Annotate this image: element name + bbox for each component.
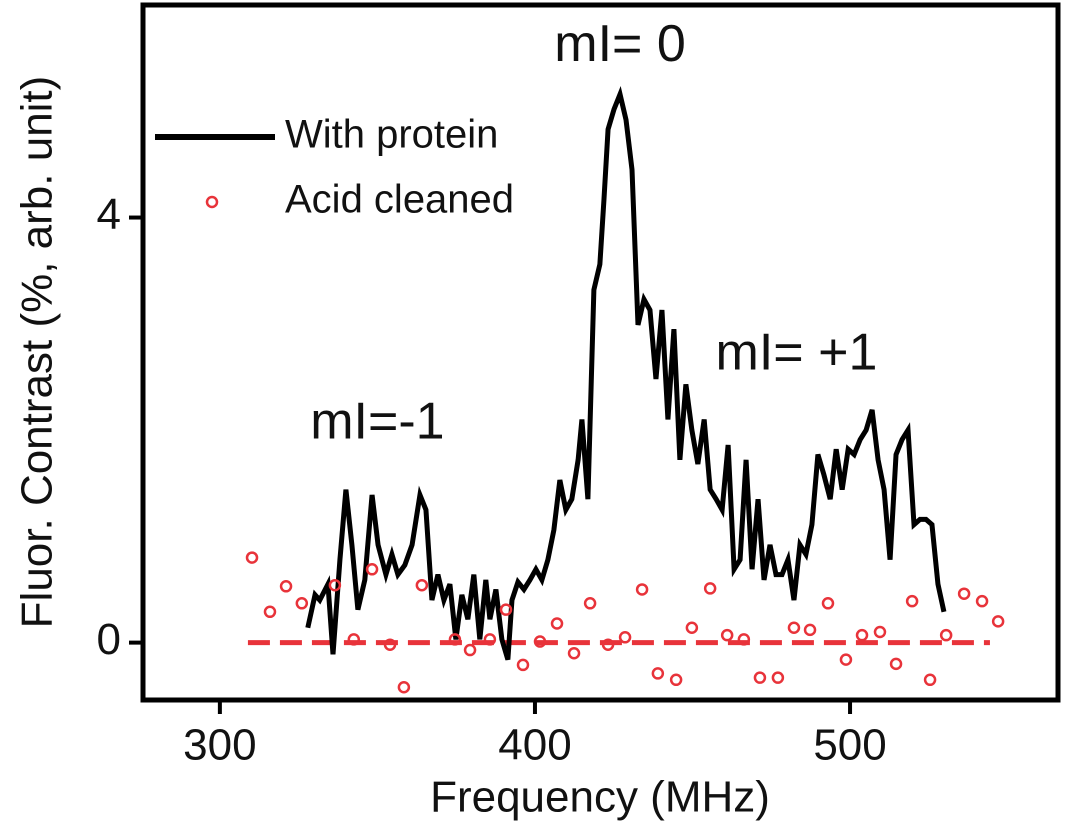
data-point [787, 621, 801, 634]
data-point [753, 671, 767, 684]
plot-frame [140, 2, 1061, 703]
data-point [821, 597, 835, 610]
data-point [533, 635, 547, 648]
data-point [771, 671, 785, 684]
data-point [618, 631, 632, 644]
data-point [737, 633, 751, 646]
data-line [305, 86, 947, 661]
data-point [685, 621, 699, 634]
data-point [463, 643, 477, 657]
data-point [873, 625, 887, 639]
data-point [550, 617, 564, 630]
data-point [383, 638, 397, 651]
annotation: mI=-1 [310, 392, 444, 450]
data-point [669, 673, 683, 687]
y-tick-label: 4 [97, 190, 121, 239]
x-tick-label: 400 [498, 721, 571, 770]
data-point [499, 603, 513, 616]
data-point [328, 578, 342, 592]
data-point [839, 653, 853, 666]
data-point [567, 646, 581, 660]
legend-marker [205, 195, 219, 209]
x-axis-label: Frequency (MHz) [430, 773, 770, 822]
data-point [583, 597, 597, 610]
data-point [905, 594, 919, 608]
y-axis-label: Fluor. Contrast (%, arb. unit) [13, 76, 62, 629]
data-point [720, 628, 734, 642]
data-point [923, 673, 937, 687]
data-point [295, 597, 309, 610]
legend-label: Acid cleaned [285, 178, 514, 222]
data-point [855, 628, 869, 642]
data-point [651, 667, 665, 680]
data-point [975, 594, 989, 608]
x-tick-label: 500 [813, 721, 886, 770]
data-point [397, 680, 411, 694]
data-point [939, 628, 953, 642]
data-point [448, 633, 462, 646]
data-point [415, 578, 429, 592]
data-point [516, 658, 530, 672]
data-point [365, 563, 379, 576]
data-point [263, 605, 277, 619]
data-point [483, 633, 497, 646]
data-point [803, 623, 817, 637]
data-point [635, 583, 649, 596]
x-tick-label: 300 [183, 721, 256, 770]
data-point [279, 580, 293, 593]
data-point [957, 587, 971, 600]
data-point [245, 551, 259, 564]
data-point [601, 638, 615, 651]
legend-label: With protein [285, 113, 498, 157]
annotation: mI= +1 [716, 323, 878, 381]
y-tick-label: 0 [97, 615, 121, 664]
data-point [991, 615, 1005, 628]
annotation: mI= 0 [554, 15, 686, 73]
data-point [889, 657, 903, 671]
data-point [703, 582, 717, 595]
data-point [347, 633, 361, 646]
